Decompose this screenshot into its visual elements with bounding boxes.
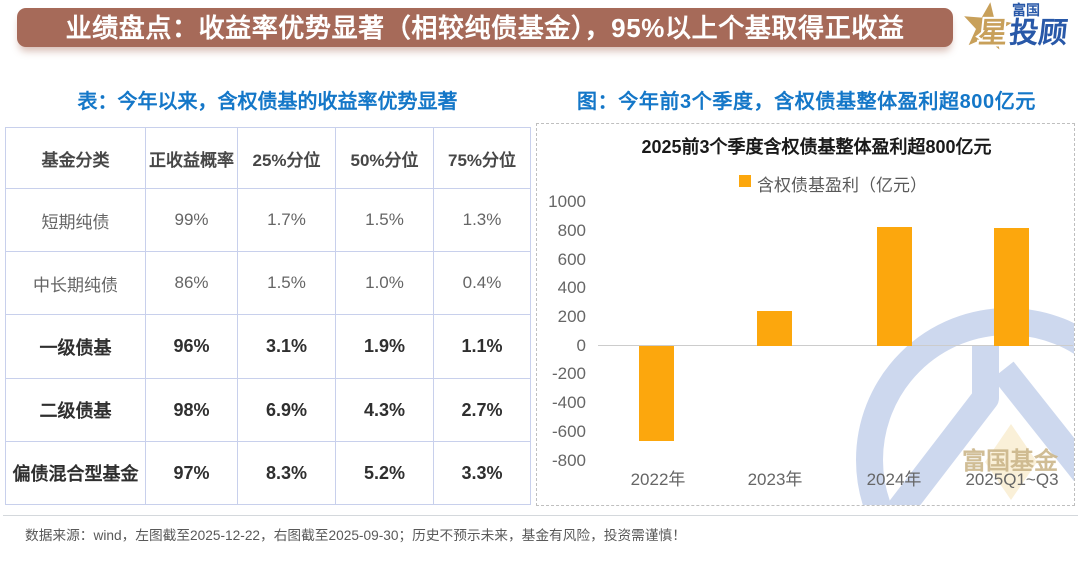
svg-text:富国基金: 富国基金: [962, 447, 1059, 475]
svg-text:富国: 富国: [1012, 2, 1040, 18]
svg-text:投顾: 投顾: [1008, 17, 1069, 50]
svg-text:星: 星: [977, 18, 1009, 50]
